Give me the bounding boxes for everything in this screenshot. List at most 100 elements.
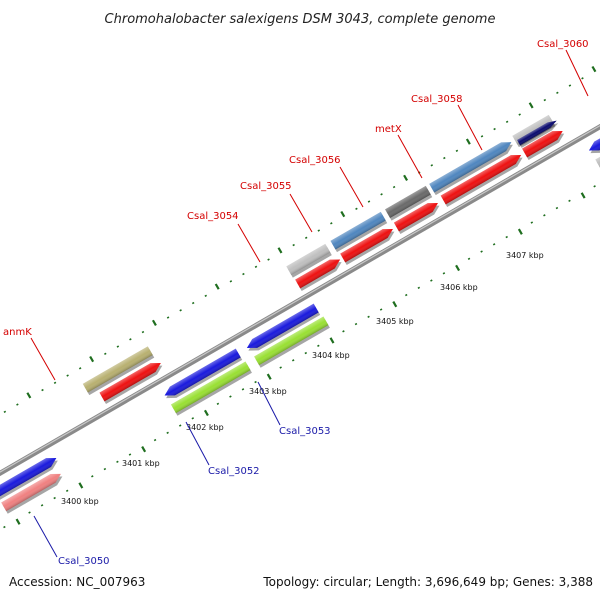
gene-label-anmk: anmK bbox=[3, 327, 32, 338]
gene-csal-3055 bbox=[330, 211, 388, 253]
tick-minor bbox=[254, 265, 258, 268]
tick-minor bbox=[254, 380, 257, 384]
gene-label-csal-3058: Csal_3058 bbox=[411, 94, 463, 105]
gene-csal-3058-arrow bbox=[522, 131, 565, 160]
gene-csal-3050-arrow bbox=[1, 473, 63, 514]
tick-minor bbox=[53, 381, 57, 384]
tick-minor bbox=[16, 403, 19, 406]
tick-major bbox=[517, 228, 523, 235]
backbone bbox=[0, 47, 600, 553]
tick-minor bbox=[292, 243, 295, 247]
tick-minor bbox=[380, 193, 383, 196]
tick-major bbox=[580, 192, 586, 199]
leader-csal-3055 bbox=[289, 193, 313, 233]
tick-major bbox=[329, 337, 335, 344]
gene-csal-3053-arrow bbox=[254, 316, 330, 368]
gene-csal-3053 bbox=[246, 303, 321, 351]
tick-major bbox=[15, 518, 21, 525]
scale-labels: 3400 kbp 3401 kbp 3402 kbp 3403 kbp 3404… bbox=[61, 251, 544, 506]
tick-minor bbox=[392, 185, 396, 189]
tick-major bbox=[591, 65, 597, 73]
tick-minor bbox=[493, 127, 496, 131]
scale-label-3402: 3402 kbp bbox=[186, 423, 224, 432]
scale-label-3404: 3404 kbp bbox=[312, 351, 350, 360]
tick-minor bbox=[354, 322, 358, 326]
tick-minor bbox=[442, 272, 446, 275]
tick-minor bbox=[216, 402, 220, 405]
tick-minor bbox=[91, 475, 94, 478]
tick-minor bbox=[568, 199, 571, 202]
tick-track-outer bbox=[3, 65, 597, 413]
tick-major bbox=[203, 409, 209, 417]
leader-csal-3053 bbox=[257, 381, 281, 426]
tick-minor bbox=[116, 345, 120, 348]
tick-minor bbox=[229, 395, 232, 398]
tick-major bbox=[26, 392, 32, 399]
reverse-strand bbox=[0, 119, 600, 514]
gene-label-csal-3050: Csal_3050 bbox=[58, 556, 110, 567]
tick-minor bbox=[229, 280, 233, 283]
accession-text: Accession: NC_007963 bbox=[9, 575, 145, 589]
tick-minor bbox=[505, 120, 509, 123]
tick-major bbox=[340, 210, 346, 218]
tick-minor bbox=[65, 489, 69, 492]
tick-minor bbox=[104, 352, 107, 355]
gene-label-csal-3052: Csal_3052 bbox=[208, 466, 260, 477]
tick-minor bbox=[430, 279, 433, 282]
tick-minor bbox=[330, 222, 333, 225]
tick-major bbox=[465, 138, 471, 145]
tick-major bbox=[403, 174, 409, 181]
tick-minor bbox=[241, 388, 245, 391]
map-title: Chromohalobacter salexigens DSM 3043, co… bbox=[105, 12, 496, 27]
tick-major bbox=[78, 482, 84, 489]
gene-anmk bbox=[82, 346, 155, 396]
scale-label-3405: 3405 kbp bbox=[376, 317, 414, 326]
leader-metx bbox=[397, 134, 423, 179]
tick-minor bbox=[467, 257, 471, 260]
gene-csal-3050 bbox=[0, 457, 58, 500]
gene-csal-3054-arrow bbox=[295, 259, 342, 291]
tick-minor bbox=[593, 185, 596, 188]
tick-minor bbox=[28, 511, 31, 514]
tick-minor bbox=[518, 113, 521, 116]
gene-csal-3056 bbox=[385, 185, 433, 221]
gene-metx-arrow bbox=[440, 155, 523, 207]
gene-label-csal-3056: Csal_3056 bbox=[289, 155, 341, 166]
gene-label-csal-3055: Csal_3055 bbox=[240, 181, 292, 192]
tick-minor bbox=[242, 272, 245, 276]
tick-minor bbox=[430, 164, 434, 167]
tick-major bbox=[141, 446, 147, 453]
tick-minor bbox=[417, 286, 421, 289]
tick-minor bbox=[267, 258, 270, 261]
tick-minor bbox=[191, 417, 195, 420]
tick-minor bbox=[191, 301, 195, 305]
gene-csal-3056-arrow bbox=[393, 203, 440, 234]
tick-minor bbox=[505, 235, 508, 239]
gene-label-metx: metX bbox=[375, 124, 402, 135]
tick-minor bbox=[304, 351, 308, 355]
tick-minor bbox=[367, 200, 371, 203]
tick-minor bbox=[3, 410, 7, 413]
leader-lines bbox=[30, 49, 589, 558]
scale-label-3407: 3407 kbp bbox=[506, 251, 544, 260]
gene-anmk-arrow bbox=[99, 363, 163, 404]
tick-minor bbox=[556, 91, 559, 94]
tick-minor bbox=[355, 207, 358, 210]
leader-csal-3060 bbox=[565, 49, 589, 97]
tick-minor bbox=[530, 221, 534, 224]
tick-minor bbox=[3, 525, 6, 529]
leader-anmk bbox=[30, 337, 56, 381]
tick-minor bbox=[129, 338, 132, 341]
scale-label-3401: 3401 kbp bbox=[122, 459, 160, 468]
gene-csal-3055-arrow bbox=[340, 229, 395, 265]
tick-minor bbox=[317, 229, 321, 232]
tick-minor bbox=[480, 135, 484, 138]
leader-csal-3056 bbox=[339, 166, 364, 208]
tick-minor bbox=[342, 330, 345, 333]
tick-minor bbox=[78, 367, 82, 370]
genome-stats-text: Topology: circular; Length: 3,696,649 bp… bbox=[262, 575, 593, 589]
gene-label-csal-3060: Csal_3060 bbox=[537, 39, 589, 50]
leader-csal-3058 bbox=[457, 104, 483, 151]
tick-major bbox=[214, 283, 220, 290]
